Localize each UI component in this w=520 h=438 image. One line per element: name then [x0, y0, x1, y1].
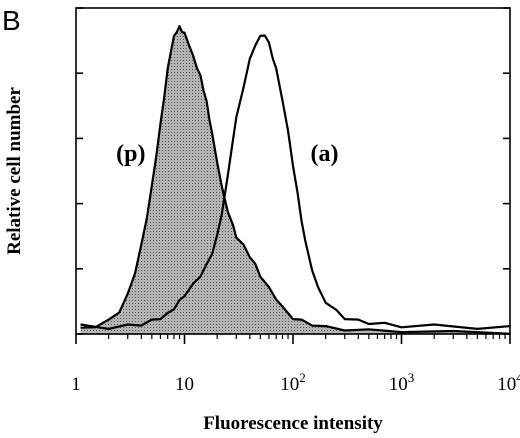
annotation-layer: (p) (a) — [116, 141, 338, 167]
x-axis-title: Fluorescence intensity — [203, 413, 383, 434]
series-layer — [80, 25, 511, 335]
x-tick-label-2: 102 — [280, 370, 306, 395]
series-fill-0 — [80, 26, 510, 334]
y-axis-title: Relative cell number — [4, 87, 25, 255]
x-tick-label-1: 10 — [175, 374, 194, 395]
y-axis-ticks — [76, 7, 510, 335]
series-line-0 — [80, 25, 511, 335]
series-line-1 — [80, 34, 511, 330]
x-axis-ticks: 1 10 102 103 104 — [71, 334, 520, 395]
x-tick-label-3: 103 — [389, 370, 415, 395]
annotation-1: (a) — [310, 141, 338, 167]
annotation-0: (p) — [116, 141, 145, 167]
x-tick-label-4: 104 — [497, 370, 520, 395]
panel-label: B — [2, 5, 21, 36]
x-tick-label-0: 1 — [71, 374, 81, 395]
